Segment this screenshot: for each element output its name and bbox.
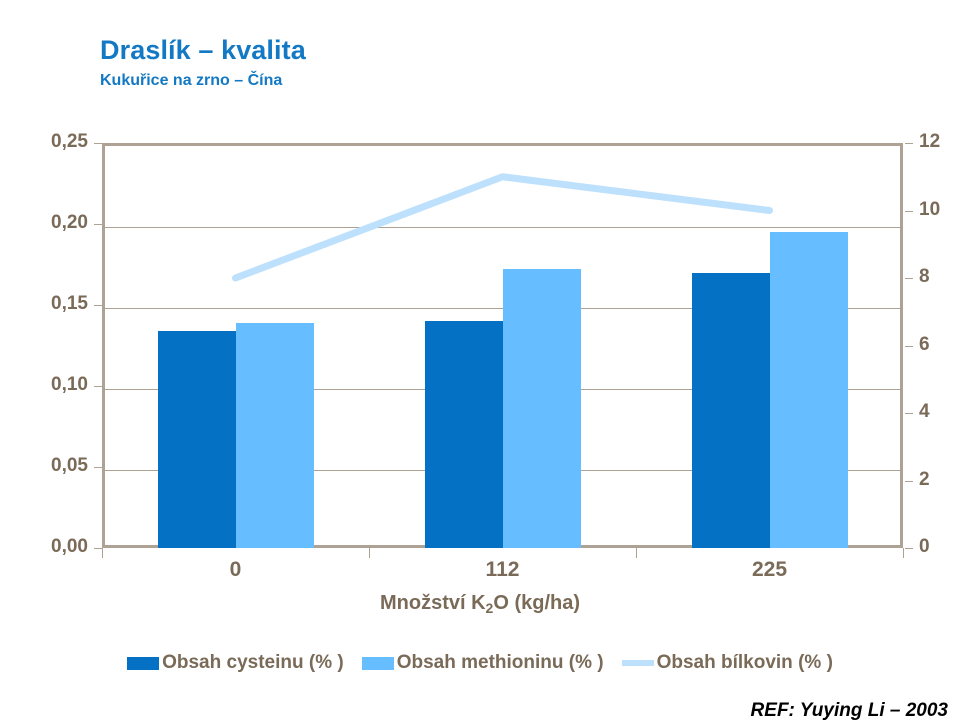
bar-methionine-112 xyxy=(502,269,581,548)
y-axis-tick-right xyxy=(905,210,913,212)
x-axis-title-after: O (kg/ha) xyxy=(493,592,581,614)
y-axis-tick-left xyxy=(94,143,102,144)
reference-note: REF: Yuying Li – 2003 xyxy=(750,700,948,721)
y-axis-label-right: 10 xyxy=(919,198,941,220)
bar-methionine-0 xyxy=(235,322,314,548)
legend-label-protein: Obsah bílkovin (% ) xyxy=(656,652,833,673)
y-axis-label-right: 6 xyxy=(919,333,930,355)
x-axis-tick xyxy=(636,548,637,558)
x-axis-tick xyxy=(369,548,370,558)
y-axis-tick-right xyxy=(905,413,913,414)
legend-swatch-cysteine xyxy=(127,656,160,670)
page-subtitle: Kukuřice na zrno – Čína xyxy=(100,71,283,89)
y-axis-tick-left xyxy=(94,305,102,306)
y-axis-label-left: 0,20 xyxy=(51,212,88,233)
legend-label-methionine: Obsah methioninu (% ) xyxy=(396,652,604,673)
bar-cysteine-225 xyxy=(691,272,770,548)
y-axis-tick-right xyxy=(905,278,913,279)
y-axis-tick-right xyxy=(905,143,913,144)
legend-swatch-protein xyxy=(621,660,654,666)
y-axis-label-right: 8 xyxy=(919,266,930,287)
x-axis-category-label: 0 xyxy=(229,558,242,581)
y-axis-label-left: 0,00 xyxy=(51,536,88,557)
y-axis-label-left: 0,10 xyxy=(51,374,88,395)
x-axis-category-label: 225 xyxy=(751,558,788,581)
y-axis-tick-left xyxy=(94,467,102,468)
x-axis-title: Množství K2O (kg/ha) xyxy=(0,592,960,616)
y-axis-tick-left xyxy=(94,386,102,387)
bar-cysteine-112 xyxy=(424,321,503,548)
y-axis-label-right: 0 xyxy=(919,536,930,557)
legend-item-protein[interactable]: Obsah bílkovin (% ) xyxy=(621,652,833,674)
y-axis-label-left: 0,15 xyxy=(51,293,88,314)
y-axis-tick-left xyxy=(94,224,102,225)
y-axis-label-left: 0,25 xyxy=(51,131,88,152)
bar-cysteine-0 xyxy=(157,330,236,548)
y-axis-label-right: 4 xyxy=(919,401,930,422)
x-axis-tick xyxy=(102,548,103,558)
y-axis-tick-left xyxy=(94,548,102,549)
y-axis-label-left: 0,05 xyxy=(51,455,88,476)
y-axis-tick-right xyxy=(905,548,913,549)
y-axis-tick-right xyxy=(905,345,913,347)
x-axis-tick xyxy=(903,548,904,558)
legend-item-cysteine[interactable]: Obsah cysteinu (% ) xyxy=(127,652,344,674)
y-axis-tick-right xyxy=(905,480,913,482)
y-axis-label-right: 12 xyxy=(919,131,941,152)
page-title: Draslík – kvalita xyxy=(100,35,306,65)
y-axis-label-right: 2 xyxy=(919,468,930,490)
legend-item-methionine[interactable]: Obsah methioninu (% ) xyxy=(361,652,604,674)
x-axis-category-label: 112 xyxy=(485,558,520,581)
bar-methionine-225 xyxy=(769,232,848,548)
title-block: Draslík – kvalita Kukuřice na zrno – Čín… xyxy=(100,35,306,90)
x-axis-title-before: Množství K xyxy=(379,592,486,614)
gridline xyxy=(105,227,900,228)
x-axis-title-subscript: 2 xyxy=(485,600,494,616)
legend-label-cysteine: Obsah cysteinu (% ) xyxy=(162,652,344,673)
chart-legend: Obsah cysteinu (% ) Obsah methioninu (% … xyxy=(0,652,960,674)
legend-swatch-methionine xyxy=(361,656,394,670)
